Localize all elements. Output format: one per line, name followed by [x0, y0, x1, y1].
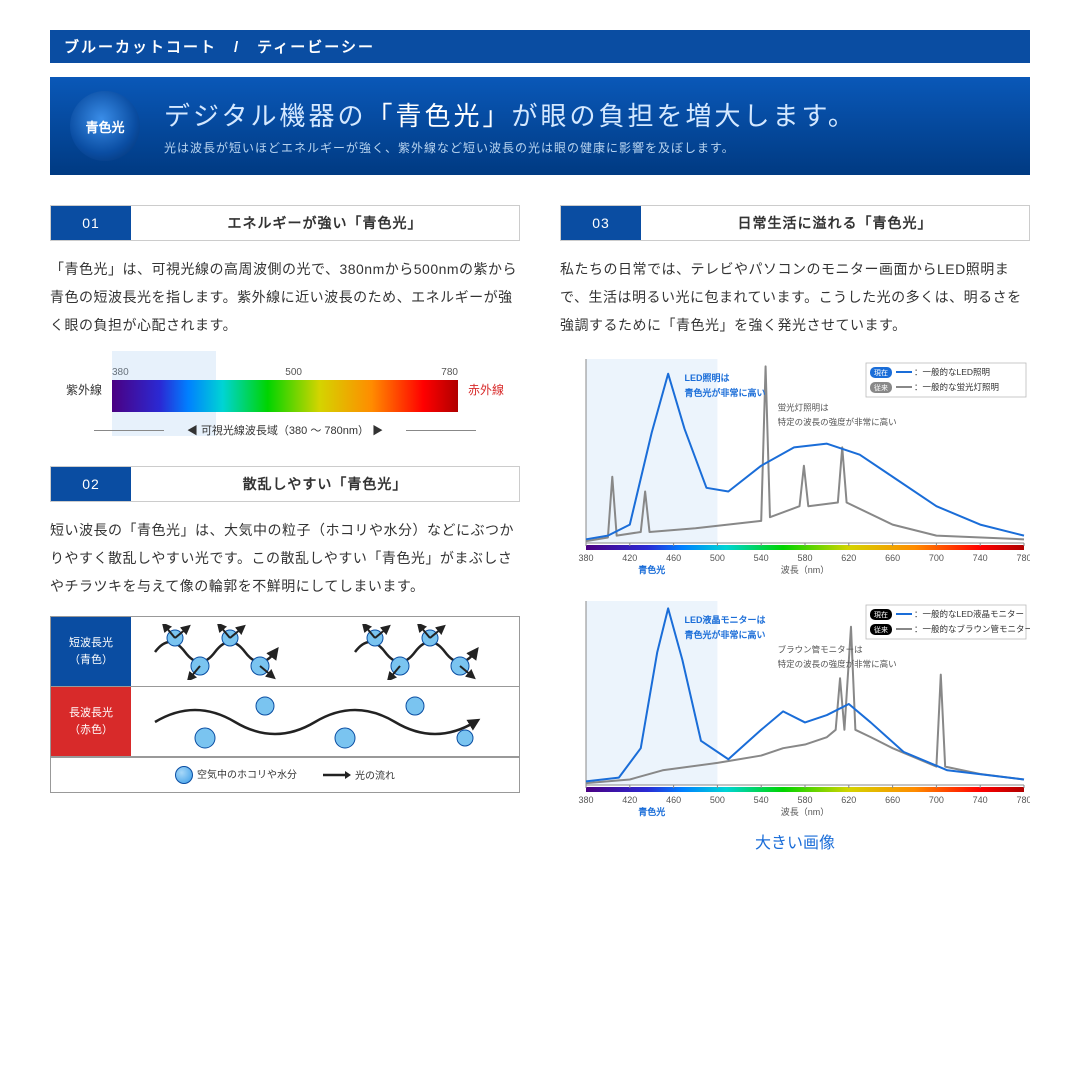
svg-text:特定の波長の強度が非常に高い: 特定の波長の強度が非常に高い	[778, 417, 897, 427]
svg-text:ブラウン管モニターは: ブラウン管モニターは	[778, 645, 864, 655]
svg-text:420: 420	[622, 795, 637, 805]
svg-text:700: 700	[929, 553, 944, 563]
svg-text:：一般的なブラウン管モニター: ：一般的なブラウン管モニター	[914, 624, 1030, 634]
ir-label: 赤外線	[466, 381, 506, 398]
chart-led-lighting: 380 420 460 500 540 580 620 660 700 740 780 波長（nm） 青…	[560, 351, 1030, 581]
hero-subtitle: 光は波長が短いほどエネルギーが強く、紫外線など短い波長の光は眼の健康に影響を及ぼ…	[164, 139, 857, 156]
svg-text:500: 500	[710, 553, 725, 563]
spectrum-bar	[112, 380, 458, 412]
svg-text:660: 660	[885, 553, 900, 563]
left-column: 01 エネルギーが強い「青色光」 「青色光」は、可視光線の高周波側の光で、380…	[50, 205, 520, 853]
svg-text:現在: 現在	[874, 610, 888, 619]
svg-text:LED照明は: LED照明は	[685, 373, 730, 383]
svg-text:740: 740	[973, 553, 988, 563]
svg-text:580: 580	[797, 553, 812, 563]
svg-text:540: 540	[754, 553, 769, 563]
section-02-head: 02 散乱しやすい「青色光」	[50, 466, 520, 502]
svg-text:620: 620	[841, 553, 856, 563]
svg-text:従来: 従来	[874, 383, 888, 392]
hero-banner: 青色光 デジタル機器の「青色光」が眼の負担を増大します。 光は波長が短いほどエネ…	[50, 77, 1030, 175]
svg-text:460: 460	[666, 795, 681, 805]
spectrum-caption: ◀ 可視光線波長域（380 〜 780nm） ▶	[64, 422, 506, 438]
svg-text:青色光: 青色光	[638, 806, 665, 817]
section-02-body: 短い波長の「青色光」は、大気中の粒子（ホコリや水分）などにぶつかりやすく散乱しや…	[50, 516, 520, 600]
hero-circle: 青色光	[70, 91, 140, 161]
svg-text:420: 420	[622, 553, 637, 563]
svg-text:LED液晶モニターは: LED液晶モニターは	[685, 614, 766, 625]
svg-text:：一般的な蛍光灯照明: ：一般的な蛍光灯照明	[914, 382, 999, 392]
svg-text:現在: 現在	[874, 368, 888, 377]
svg-text:波長（nm）: 波長（nm）	[781, 564, 830, 575]
svg-text:蛍光灯照明は: 蛍光灯照明は	[778, 403, 830, 413]
hero-title: デジタル機器の「青色光」が眼の負担を増大します。	[164, 96, 857, 133]
section-01-body: 「青色光」は、可視光線の高周波側の光で、380nmから500nmの紫から青色の短…	[50, 255, 520, 339]
svg-text:青色光が非常に高い: 青色光が非常に高い	[685, 387, 766, 398]
uv-label: 紫外線	[64, 381, 104, 398]
short-wave-label: 短波長光（青色）	[51, 617, 131, 686]
svg-text:580: 580	[797, 795, 812, 805]
spectrum-diagram: 紫外線 380 500 780 赤外線 ◀ 可視光線波長域（380 〜 780n…	[50, 357, 520, 448]
short-wave-visual	[131, 624, 519, 680]
section-title: 散乱しやすい「青色光」	[131, 467, 519, 501]
svg-text:620: 620	[841, 795, 856, 805]
svg-text:青色光が非常に高い: 青色光が非常に高い	[685, 629, 766, 640]
svg-text:700: 700	[929, 795, 944, 805]
svg-text:740: 740	[973, 795, 988, 805]
long-wave-visual	[131, 694, 519, 750]
svg-text:380: 380	[578, 553, 593, 563]
svg-text:：一般的なLED照明: ：一般的なLED照明	[914, 367, 990, 377]
chart-led-monitor: 380 420 460 500 540 580 620 660 700 740 780 波長（nm） 青…	[560, 593, 1030, 823]
scatter-diagram: 短波長光（青色）	[50, 616, 520, 793]
right-column: 03 日常生活に溢れる「青色光」 私たちの日常では、テレビやパソコンのモニター画…	[560, 205, 1030, 853]
svg-text:：一般的なLED液晶モニター: ：一般的なLED液晶モニター	[914, 609, 1024, 619]
section-01-head: 01 エネルギーが強い「青色光」	[50, 205, 520, 241]
svg-text:660: 660	[885, 795, 900, 805]
svg-text:460: 460	[666, 553, 681, 563]
svg-text:波長（nm）: 波長（nm）	[781, 806, 830, 817]
section-title: 日常生活に溢れる「青色光」	[641, 206, 1029, 240]
section-num: 02	[51, 467, 131, 501]
section-num: 03	[561, 206, 641, 240]
svg-text:540: 540	[754, 795, 769, 805]
svg-text:500: 500	[710, 795, 725, 805]
long-wave-label: 長波長光（赤色）	[51, 687, 131, 756]
svg-text:特定の波長の強度が非常に高い: 特定の波長の強度が非常に高い	[778, 659, 897, 669]
section-03-body: 私たちの日常では、テレビやパソコンのモニター画面からLED照明まで、生活は明るい…	[560, 255, 1030, 339]
arrow-icon	[321, 770, 351, 783]
scatter-legend: 空気中のホコリや水分 光の流れ	[51, 757, 519, 792]
particle-icon	[175, 766, 193, 784]
svg-text:780: 780	[1016, 795, 1030, 805]
svg-text:380: 380	[578, 795, 593, 805]
svg-text:従来: 従来	[874, 625, 888, 634]
section-num: 01	[51, 206, 131, 240]
section-03-head: 03 日常生活に溢れる「青色光」	[560, 205, 1030, 241]
section-title: エネルギーが強い「青色光」	[131, 206, 519, 240]
top-bar: ブルーカットコート / ティービーシー	[50, 30, 1030, 63]
svg-text:青色光: 青色光	[638, 564, 665, 575]
enlarge-link[interactable]: 大きい画像	[560, 829, 1030, 853]
svg-text:780: 780	[1016, 553, 1030, 563]
